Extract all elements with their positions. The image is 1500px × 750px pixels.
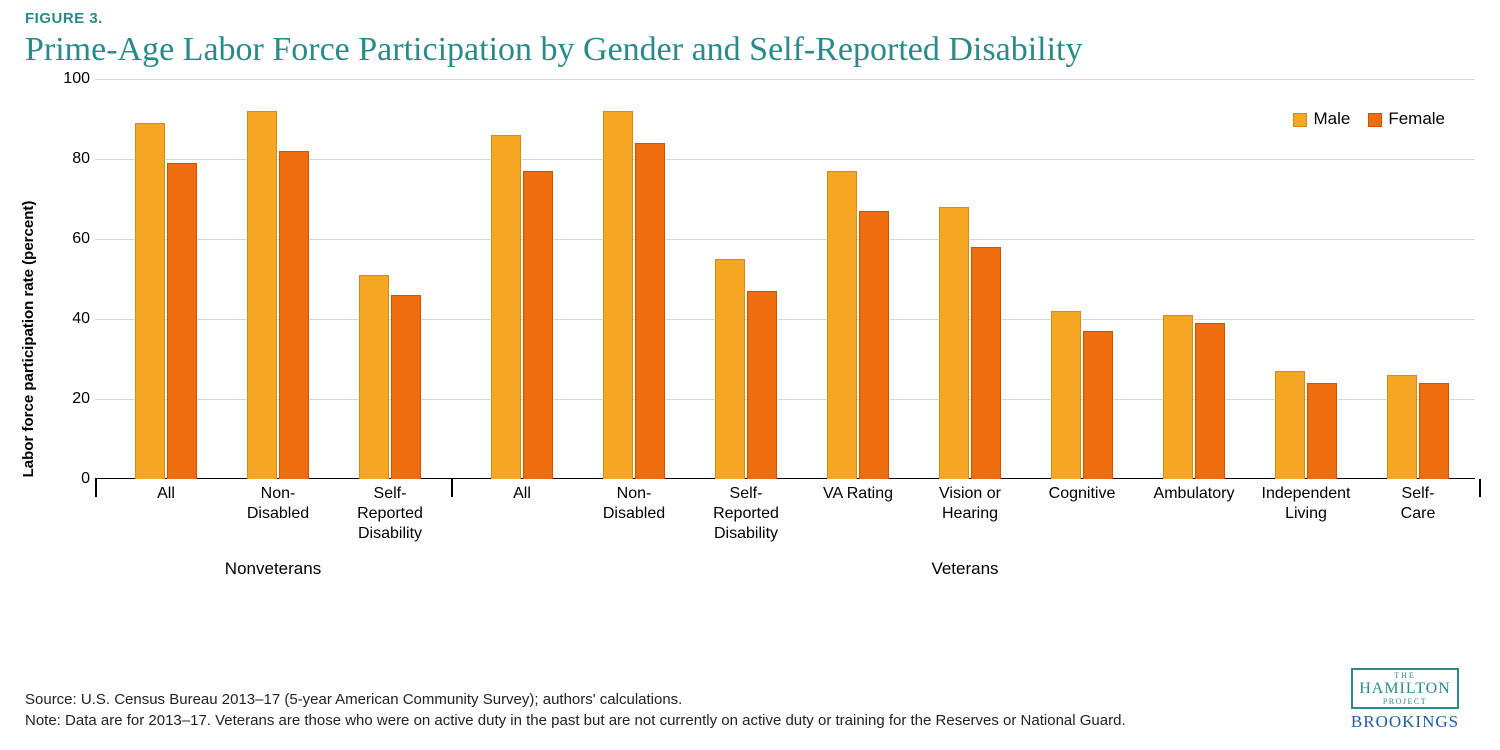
category-label: All — [157, 484, 175, 504]
grid-line — [95, 79, 1475, 80]
y-tick-label: 100 — [55, 70, 90, 88]
group-label: Veterans — [931, 559, 998, 579]
category-label: Vision or Hearing — [939, 484, 1001, 524]
plot-area: Male Female 020406080100AllNon- Disabled… — [95, 79, 1475, 479]
brand-logo: THE HAMILTON PROJECT BROOKINGS — [1335, 668, 1475, 732]
bar-female — [635, 143, 665, 479]
category-label: Self- Reported Disability — [713, 484, 779, 544]
bar-male — [1163, 315, 1193, 479]
legend-label-male: Male — [1313, 109, 1350, 128]
brand-project: PROJECT — [1359, 698, 1451, 706]
bar-female — [1195, 323, 1225, 479]
chart-container: Labor force participation rate (percent)… — [25, 79, 1475, 599]
group-separator — [451, 479, 453, 497]
bar-female — [523, 171, 553, 479]
note-text: Note: Data are for 2013–17. Veterans are… — [25, 710, 1175, 732]
bar-female — [1083, 331, 1113, 479]
y-tick-label: 40 — [55, 310, 90, 328]
bar-male — [1275, 371, 1305, 479]
brand-brookings: BROOKINGS — [1335, 712, 1475, 732]
y-tick-label: 20 — [55, 390, 90, 408]
legend-swatch-male — [1293, 113, 1307, 127]
bar-male — [247, 111, 277, 479]
bar-male — [1387, 375, 1417, 479]
category-label: Non- Disabled — [603, 484, 665, 524]
y-tick-label: 80 — [55, 150, 90, 168]
source-text: Source: U.S. Census Bureau 2013–17 (5-ye… — [25, 689, 1175, 711]
category-label: VA Rating — [823, 484, 893, 504]
bar-female — [391, 295, 421, 479]
bar-male — [135, 123, 165, 479]
figure-label: FIGURE 3. — [25, 10, 1475, 27]
bar-female — [971, 247, 1001, 479]
legend-item-female: Female — [1368, 109, 1445, 129]
bar-female — [167, 163, 197, 479]
legend-item-male: Male — [1293, 109, 1350, 129]
category-label: Non- Disabled — [247, 484, 309, 524]
category-label: All — [513, 484, 531, 504]
category-label: Self- Reported Disability — [357, 484, 423, 544]
bar-male — [1051, 311, 1081, 479]
bar-female — [1419, 383, 1449, 479]
y-axis-label: Labor force participation rate (percent) — [20, 201, 37, 478]
y-tick-label: 60 — [55, 230, 90, 248]
hamilton-logo-box: THE HAMILTON PROJECT — [1351, 668, 1459, 709]
legend-label-female: Female — [1388, 109, 1445, 128]
bar-male — [359, 275, 389, 479]
brand-hamilton: HAMILTON — [1359, 680, 1451, 697]
bar-female — [859, 211, 889, 479]
bar-male — [827, 171, 857, 479]
bar-male — [715, 259, 745, 479]
category-label: Cognitive — [1049, 484, 1116, 504]
legend-swatch-female — [1368, 113, 1382, 127]
bar-male — [939, 207, 969, 479]
category-label: Independent Living — [1262, 484, 1351, 524]
group-separator — [95, 479, 97, 497]
bar-female — [279, 151, 309, 479]
legend: Male Female — [1293, 109, 1445, 129]
group-label: Nonveterans — [225, 559, 321, 579]
group-separator — [1479, 479, 1481, 497]
chart-title: Prime-Age Labor Force Participation by G… — [25, 31, 1475, 69]
bar-female — [747, 291, 777, 479]
bar-male — [491, 135, 521, 479]
bar-male — [603, 111, 633, 479]
category-label: Ambulatory — [1154, 484, 1235, 504]
footnotes: Source: U.S. Census Bureau 2013–17 (5-ye… — [25, 689, 1175, 733]
y-tick-label: 0 — [55, 470, 90, 488]
bar-female — [1307, 383, 1337, 479]
category-label: Self-Care — [1390, 484, 1447, 524]
